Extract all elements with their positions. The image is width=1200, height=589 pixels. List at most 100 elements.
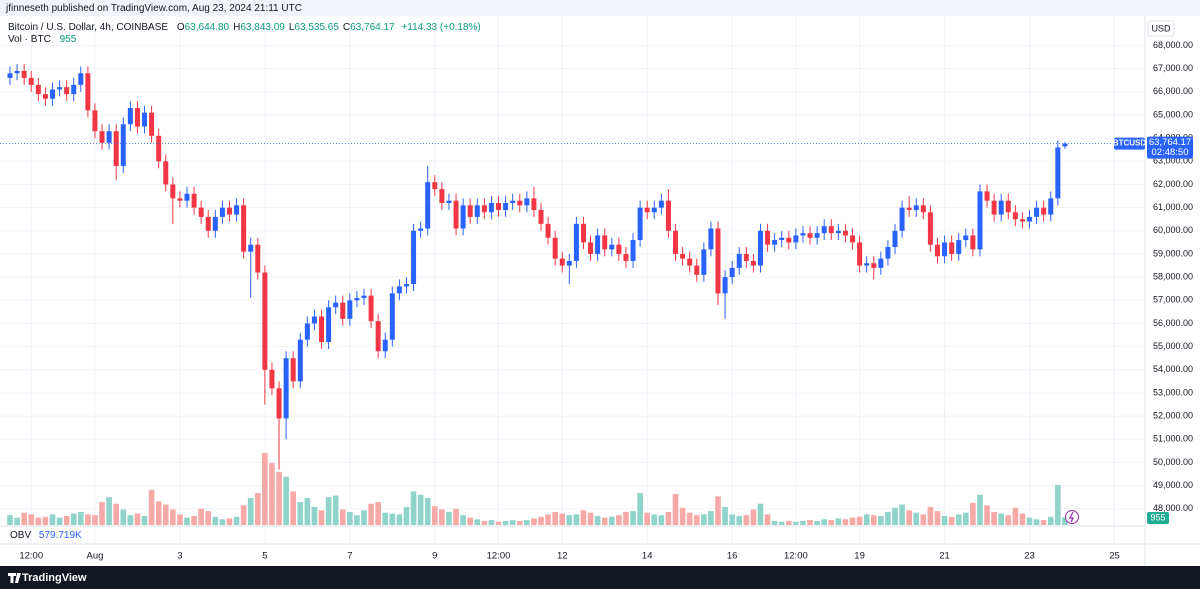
- ohlc-value: 63,843.09: [240, 22, 285, 33]
- x-tick-label: 12:00: [19, 551, 43, 562]
- publish-bar: [0, 0, 1200, 16]
- candle-body: [602, 235, 608, 250]
- volume-bar: [842, 519, 849, 525]
- candle-body: [864, 263, 870, 266]
- candle-body: [573, 223, 579, 261]
- candle-body: [304, 323, 310, 340]
- footer-bar: [0, 566, 1200, 589]
- volume-bar: [531, 518, 537, 525]
- x-tick-label: 3: [177, 551, 182, 562]
- volume-bar: [120, 509, 127, 525]
- candle-body: [545, 223, 551, 238]
- candle-body: [892, 230, 898, 248]
- volume-bar: [778, 521, 785, 525]
- candle-body: [28, 77, 34, 85]
- candle-body: [389, 293, 395, 340]
- candle-body: [1034, 207, 1040, 217]
- volume-bar: [21, 512, 27, 525]
- obv-name: OBV: [10, 530, 31, 541]
- volume-bar: [828, 520, 835, 525]
- candle-body: [750, 260, 756, 266]
- volume-bar: [205, 511, 212, 525]
- candle-body: [149, 112, 155, 136]
- volume-pane: [7, 453, 1068, 525]
- candle-body: [297, 339, 303, 382]
- y-tick-label: 63,000.00: [1153, 156, 1193, 166]
- candle-body: [375, 321, 381, 352]
- change: +114.33 (+0.18%): [401, 22, 480, 33]
- volume-bar: [290, 491, 296, 525]
- candle-body: [793, 235, 799, 243]
- volume-bar: [467, 517, 473, 525]
- candle-body: [580, 223, 586, 243]
- candle-body: [970, 235, 976, 250]
- candle-body: [998, 200, 1004, 215]
- candle-body: [219, 207, 225, 217]
- candle-body: [248, 244, 254, 252]
- volume-bar: [786, 520, 792, 525]
- candle-body: [319, 316, 325, 342]
- candle-body: [156, 135, 162, 162]
- volume-bar: [892, 507, 898, 525]
- volume-bar: [509, 520, 516, 525]
- y-tick-label: 65,000.00: [1153, 109, 1193, 119]
- candle-body: [899, 207, 905, 231]
- volume-bar: [56, 517, 63, 525]
- candle-body: [842, 230, 848, 236]
- candle-body: [163, 161, 169, 185]
- volume-bar: [439, 509, 445, 525]
- candle-body: [411, 230, 417, 285]
- volume-bar: [524, 520, 530, 525]
- candle-body: [283, 358, 289, 419]
- volume-last: 955: [60, 34, 77, 45]
- symbol-label: BTCUSD: [1113, 139, 1147, 148]
- volume-bar: [679, 507, 686, 525]
- candle-body: [743, 253, 749, 261]
- volume-bar: [1012, 507, 1019, 525]
- volume-bar: [1040, 520, 1047, 525]
- volume-bar: [368, 503, 374, 525]
- candle-body: [665, 200, 671, 231]
- y-tick-label: 51,000.00: [1153, 434, 1193, 444]
- volume-bar: [495, 521, 502, 525]
- candle-body: [800, 233, 806, 236]
- ohlc-key: O: [177, 22, 185, 33]
- volume-bar: [630, 511, 636, 525]
- candle-body: [99, 131, 105, 143]
- volume-bar: [134, 513, 141, 525]
- volume-bar: [878, 516, 884, 525]
- volume-bar: [318, 510, 325, 525]
- volume-bar: [63, 516, 70, 525]
- volume-bar: [984, 505, 990, 525]
- candle-body: [517, 200, 523, 206]
- candle-body: [467, 205, 473, 217]
- event-icon[interactable]: [1065, 510, 1079, 524]
- volume-bar: [502, 520, 509, 525]
- volume-bar: [1019, 513, 1026, 525]
- candle-body: [637, 207, 643, 241]
- candle-body: [878, 258, 884, 268]
- volume-bar: [424, 498, 431, 525]
- x-tick-label: 21: [939, 551, 950, 562]
- y-tick-label: 49,000.00: [1153, 480, 1193, 490]
- candle-body: [906, 207, 912, 210]
- candle-body: [290, 358, 296, 382]
- volume-bar: [941, 516, 948, 525]
- candle-body: [885, 247, 891, 259]
- volume-bar: [885, 511, 891, 525]
- candle-body: [956, 240, 962, 254]
- candle-body: [340, 302, 346, 319]
- ohlc-value: 63,644.80: [185, 22, 230, 33]
- candle-body: [262, 272, 268, 370]
- candle-body: [850, 235, 856, 243]
- candle-body: [609, 244, 615, 250]
- ohlc-key: L: [289, 22, 295, 33]
- candle-body: [814, 233, 820, 238]
- volume-bar: [276, 471, 282, 525]
- volume-bar: [14, 517, 20, 525]
- candle-body: [106, 131, 112, 143]
- volume-bar: [339, 509, 346, 525]
- currency-box[interactable]: [1147, 20, 1175, 37]
- x-tick-label: 16: [727, 551, 738, 562]
- candle-body: [368, 295, 374, 322]
